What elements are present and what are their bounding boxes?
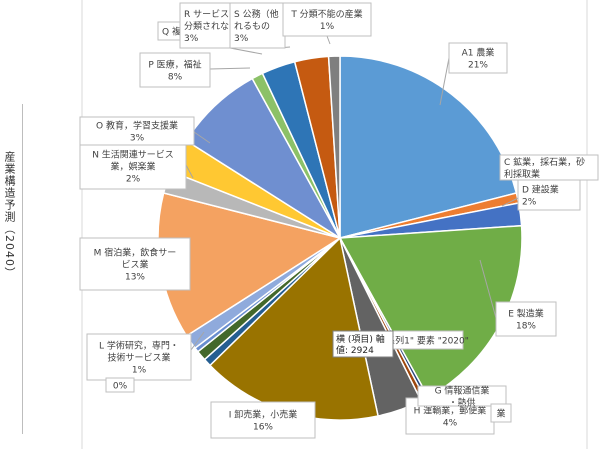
axis-label: 産業構造予測（2040） (3, 151, 16, 279)
callout-text: 16% (253, 423, 273, 433)
axis-line (22, 104, 23, 434)
callout-text: N 生活関連サービス (92, 149, 174, 161)
slice-callout[interactable]: D 建設業 2% (517, 179, 581, 211)
callout-text: ビス業 (121, 259, 148, 271)
slice-callout[interactable]: 0% (105, 377, 135, 393)
slice-callout[interactable]: G 情報通信業・熱供 (417, 385, 507, 409)
leader-line (193, 131, 211, 144)
callout-text: 13% (125, 273, 145, 283)
callout-text: 3% (184, 34, 199, 44)
callout-box (517, 179, 581, 211)
slice-callout[interactable]: I 卸売業，小売業 16% (210, 401, 316, 439)
callout-text: 4% (443, 419, 458, 429)
leader-line (185, 164, 194, 179)
leader-line (439, 57, 450, 106)
callout-text: A1 農業 (462, 47, 495, 59)
callout-box (499, 154, 599, 181)
callout-box (210, 401, 316, 439)
leader-line (479, 259, 497, 319)
callout-text: 1% (320, 22, 335, 32)
slice-callout[interactable]: 業 (490, 403, 512, 423)
callout-box (448, 42, 508, 74)
callout-text: 3% (234, 34, 249, 44)
callout-text: 2% (522, 198, 537, 208)
callout-text: 業 (496, 408, 505, 420)
tooltip-text: 値: 2924 (336, 344, 374, 356)
tooltip-box (332, 330, 394, 358)
callout-text: 21% (468, 61, 488, 71)
leader-line (326, 35, 331, 45)
callout-text: E 製造業 (508, 308, 544, 320)
slice-callout[interactable]: L 学術研究，専門・技術サービス業 1% (86, 333, 192, 381)
slice-callout[interactable]: O 教育，学習支援業 3% (79, 116, 195, 146)
callout-text: G 情報通信業 (435, 385, 490, 397)
callout-text: T 分類不能の産業 (290, 8, 362, 20)
slice-callout[interactable]: T 分類不能の産業 1% (282, 2, 372, 37)
callout-box (282, 2, 372, 37)
callout-box (490, 403, 512, 423)
callout-text: M 宿泊業，飲食サー (94, 247, 177, 259)
callout-text: P 医療，福祉 (148, 59, 201, 71)
callout-text: 1% (132, 366, 147, 376)
leader-line (209, 67, 251, 70)
callout-box (495, 301, 557, 337)
callout-box (79, 237, 191, 291)
slice-callout[interactable]: Q 複 (157, 21, 183, 41)
callout-text: 8% (168, 73, 183, 83)
callout-text: 3% (130, 134, 145, 144)
slice-callout[interactable]: P 医療，福祉 8% (139, 52, 211, 88)
callout-text: S 公務（他 (234, 8, 279, 20)
callout-text: 利採取業 (504, 168, 540, 180)
callout-text: 18% (516, 322, 536, 332)
callout-text: れるもの (234, 21, 270, 32)
callout-text: 業，娯楽業 (110, 161, 155, 173)
callout-text: H 運輸業，郵便業 (414, 405, 487, 417)
callout-text: ・熱供 (448, 397, 475, 409)
callout-text: L 学術研究，専門・ (99, 340, 179, 352)
callout-text: Q 複 (162, 26, 181, 38)
callout-box (139, 52, 211, 88)
tooltip-text: 横 (項目) 軸 (336, 333, 385, 345)
callout-text: 0% (113, 382, 128, 392)
callout-box (229, 2, 286, 49)
slice-callout[interactable]: A1 農業 21% (448, 42, 508, 74)
leader-line (501, 197, 519, 207)
callout-text: D 建設業 (522, 184, 559, 196)
callout-box (79, 116, 195, 146)
leader-line (190, 331, 205, 351)
callout-text: R サービス (184, 9, 229, 20)
callout-box (105, 377, 135, 393)
pie-slice[interactable] (327, 55, 341, 239)
slice-callout[interactable]: E 製造業 18% (495, 301, 557, 337)
callout-text: 技術サービス業 (107, 352, 170, 364)
callout-box (417, 385, 507, 407)
callout-text: 分類されな (184, 21, 229, 32)
callout-text: 2% (126, 175, 141, 185)
callout-box (86, 333, 192, 381)
callout-text: I 卸売業，小売業 (229, 409, 298, 421)
hover-tooltip: 横 (項目) 軸値: 2924 (332, 330, 394, 358)
callout-text: O 教育，学習支援業 (96, 120, 178, 132)
leader-line (229, 47, 263, 55)
callout-text: C 鉱業，採石業，砂 (504, 156, 585, 168)
